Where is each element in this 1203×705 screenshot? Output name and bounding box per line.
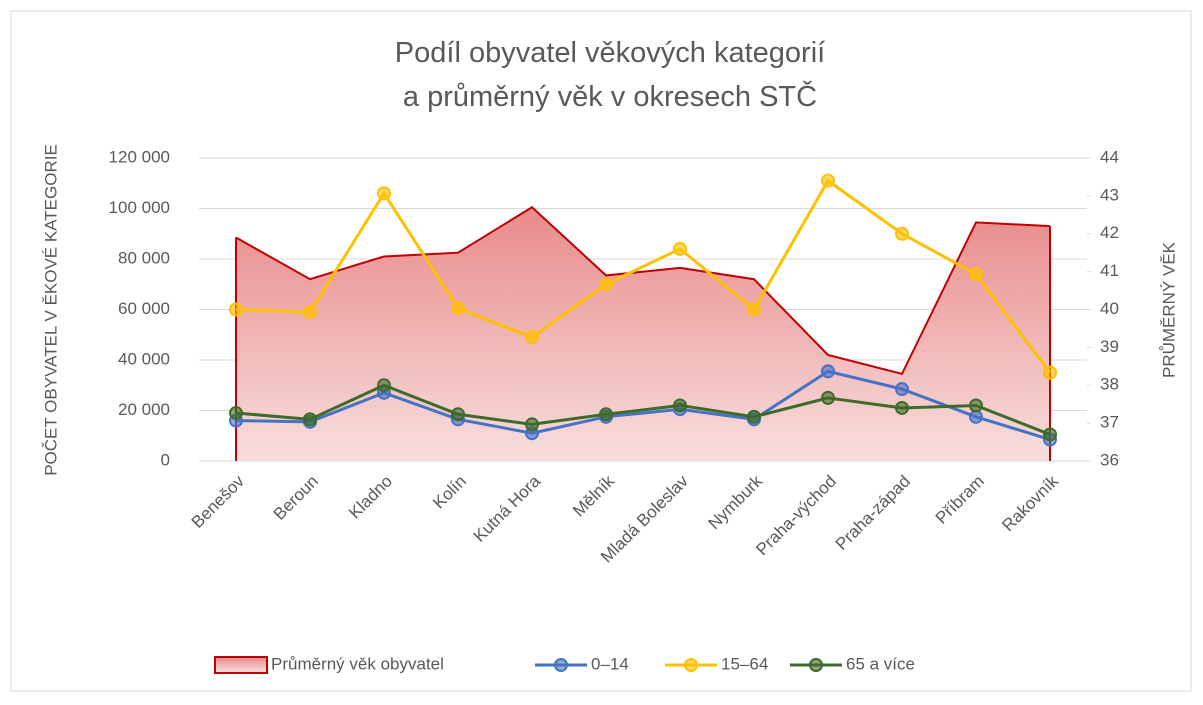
- y2-tick-label: 42: [1100, 223, 1119, 242]
- y-tick-label: 100 000: [109, 198, 170, 217]
- marker: [747, 409, 761, 424]
- chart-title: a průměrný věk v okresech STČ: [403, 79, 817, 113]
- marker: [969, 267, 983, 282]
- marker: [895, 382, 909, 397]
- marker: [525, 417, 539, 432]
- marker: [969, 409, 983, 424]
- marker: [673, 398, 687, 413]
- marker: [895, 400, 909, 415]
- marker: [895, 226, 909, 241]
- legend-marker: [684, 658, 698, 672]
- marker: [525, 330, 539, 345]
- y2-tick-label: 43: [1100, 185, 1119, 204]
- marker: [1043, 365, 1057, 380]
- marker: [969, 398, 983, 413]
- line: [235, 178, 1052, 374]
- marker: [229, 302, 243, 317]
- y2-tick-label: 44: [1100, 147, 1119, 166]
- y2-tick-label: 40: [1100, 299, 1119, 318]
- y-tick-label: 80 000: [118, 248, 170, 267]
- y-tick-label: 20 000: [118, 400, 170, 419]
- marker: [673, 241, 687, 256]
- y2-tick-label: 41: [1100, 261, 1119, 280]
- legend: Průměrný věk obyvatel 0–14 15–64 65 a více: [214, 654, 915, 674]
- marker: [377, 186, 391, 201]
- legend-marker: [554, 658, 568, 672]
- y-tick-label: 120 000: [109, 147, 170, 166]
- y2-tick-label: 39: [1100, 337, 1119, 356]
- legend-marker: [809, 658, 823, 672]
- marker: [303, 412, 317, 427]
- chart-title: Podíl obyvatel věkových kategorií: [395, 37, 825, 69]
- area-line: [235, 205, 1051, 376]
- y2-tick-label: 38: [1100, 375, 1119, 394]
- plot: [229, 173, 1057, 461]
- y2-tick-label: 37: [1100, 413, 1119, 432]
- marker: [451, 407, 465, 422]
- marker: [821, 173, 835, 188]
- marker: [303, 305, 317, 320]
- marker: [821, 390, 835, 405]
- line: [235, 383, 1051, 436]
- legend-label: 0–14: [591, 654, 629, 673]
- marker: [599, 277, 613, 292]
- marker: [451, 301, 465, 316]
- marker: [229, 406, 243, 421]
- marker: [821, 364, 835, 379]
- y-tick-label: 40 000: [118, 349, 170, 368]
- marker: [1043, 427, 1057, 442]
- y2-axis-title: PRŮMĚRNÝ VĚK: [1159, 241, 1178, 378]
- marker: [599, 407, 613, 422]
- legend-label: 65 a více: [846, 654, 915, 673]
- y2-tick-label: 36: [1100, 450, 1119, 469]
- y-axis-title: POČET OBYVATEL V ĚKOVÉ KATEGORIE: [41, 144, 60, 476]
- legend-label: 15–64: [721, 654, 768, 673]
- y-tick-label: 60 000: [118, 299, 170, 318]
- marker: [377, 378, 391, 393]
- legend-swatch: [214, 656, 268, 674]
- legend-label: Průměrný věk obyvatel: [271, 654, 444, 673]
- marker: [747, 302, 761, 317]
- y-tick-label: 0: [161, 450, 170, 469]
- line: [235, 369, 1051, 441]
- area: [236, 207, 1050, 461]
